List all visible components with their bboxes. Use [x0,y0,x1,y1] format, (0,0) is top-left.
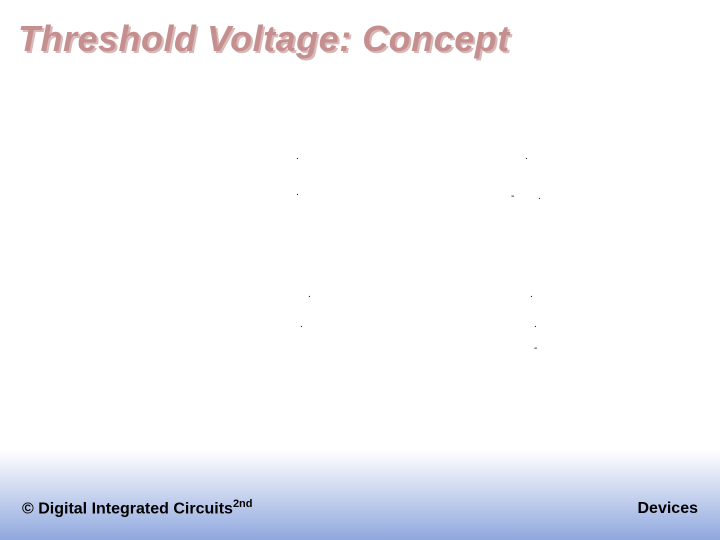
footer-gradient [0,450,720,540]
content-dot: . [296,152,299,162]
content-dot: . [308,290,311,300]
content-dot: . [296,188,299,198]
slide-title: Threshold Voltage: Concept [18,18,510,60]
title-text: Threshold Voltage: Concept [18,18,510,59]
content-dot: . [530,290,533,300]
content-dot: . [525,152,528,162]
content-dot: - [534,344,537,354]
footer-right: Devices [638,500,699,518]
content-dot: . [538,192,541,202]
slide: Threshold Voltage: Concept ... -..... - © … [0,0,720,540]
footer-left: © Digital Integrated Circuits2nd [22,498,253,518]
content-dot: - [511,192,514,202]
footer-edition-sup: 2nd [233,498,253,510]
footer-copyright: © Digital Integrated Circuits [22,500,233,517]
content-dot: . [534,320,537,330]
content-dot: . [300,320,303,330]
